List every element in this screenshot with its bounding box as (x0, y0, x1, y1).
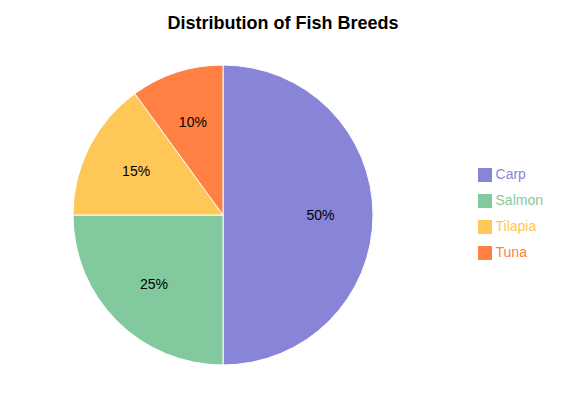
svg-text:15%: 15% (122, 163, 150, 179)
svg-text:50%: 50% (306, 207, 334, 223)
html-text:Carp: Carp (495, 166, 526, 182)
html-text:Tuna: Tuna (495, 244, 527, 260)
svg-text:10%: 10% (179, 114, 207, 130)
html-text:Salmon: Salmon (495, 192, 543, 208)
svg-text:25%: 25% (140, 276, 168, 292)
html-text:Tilapia: Tilapia (495, 218, 537, 234)
html-text:Distribution of Fish Breeds: Distribution of Fish Breeds (167, 13, 399, 33)
